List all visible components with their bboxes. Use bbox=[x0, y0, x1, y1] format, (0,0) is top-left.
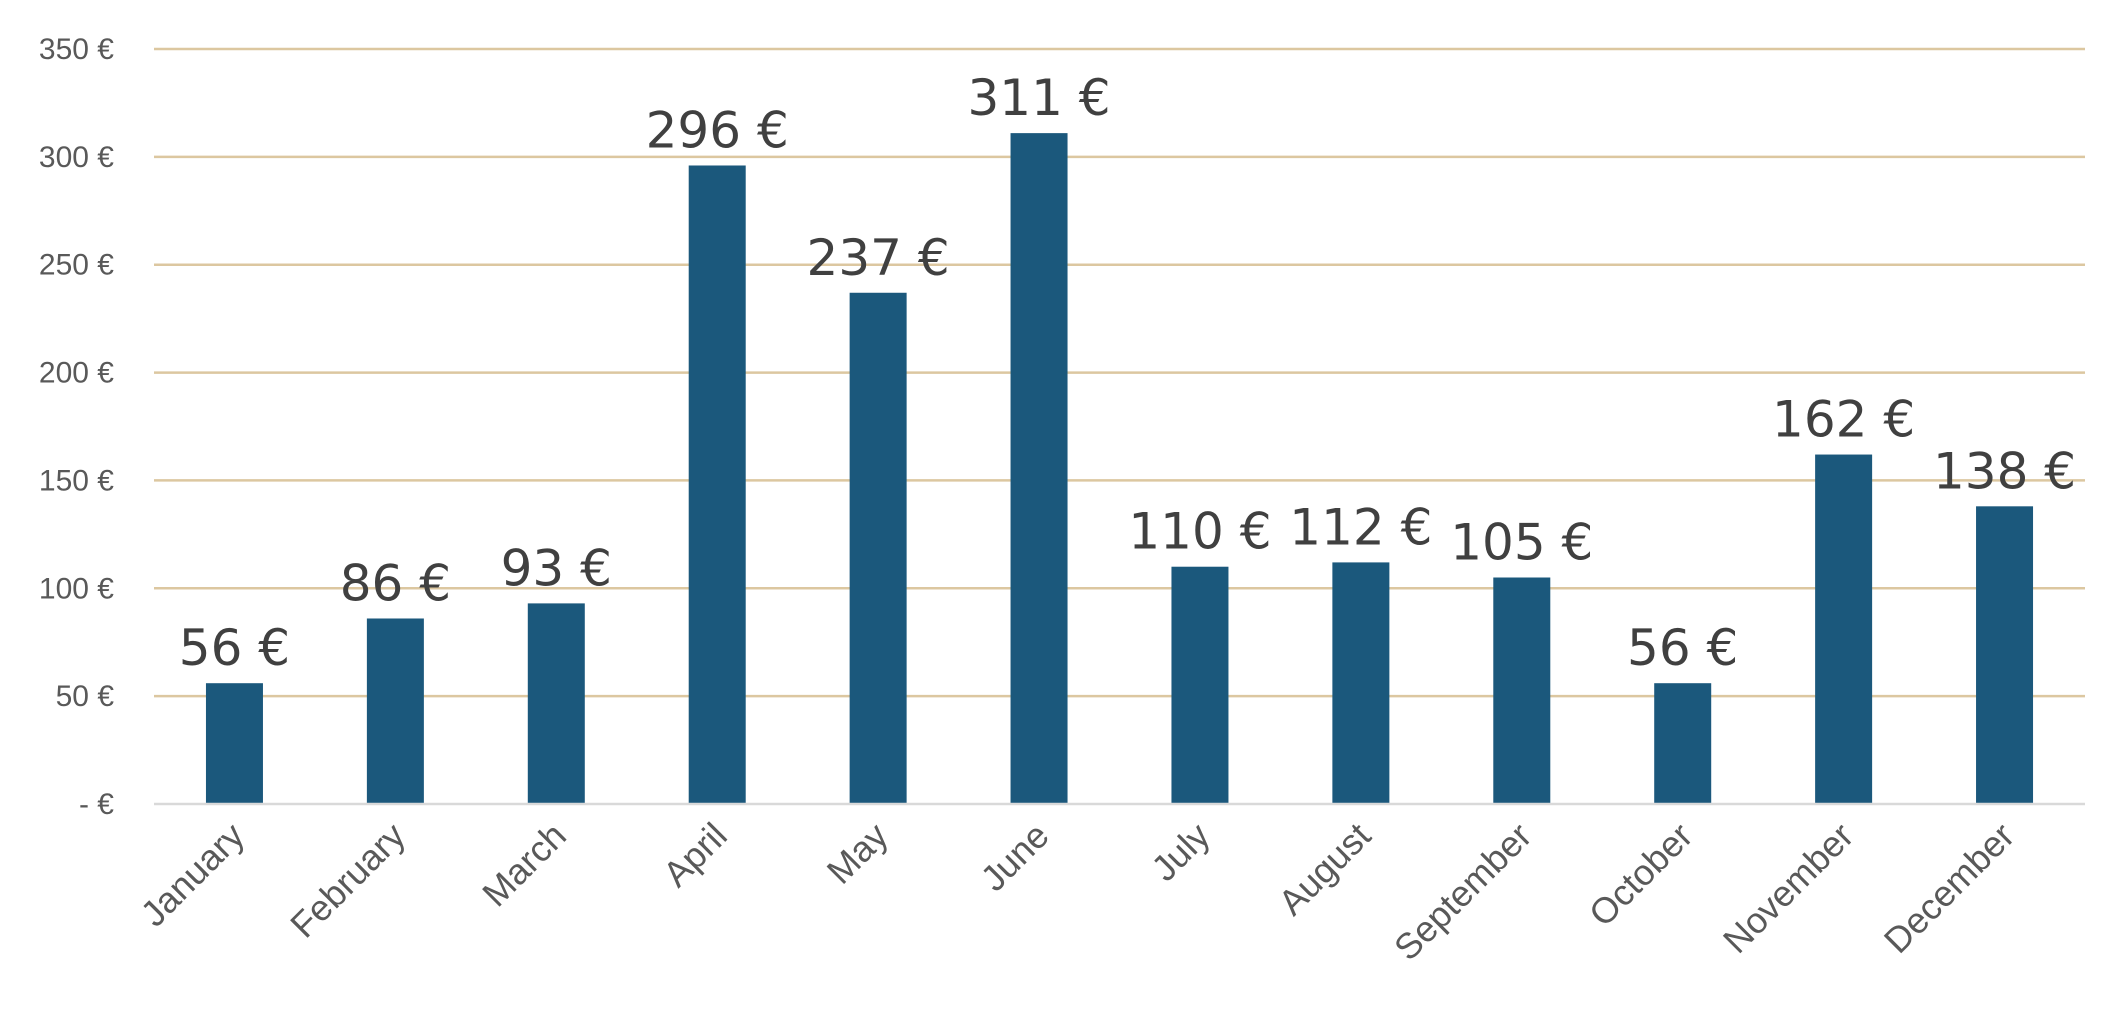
bar-may bbox=[849, 292, 907, 804]
x-axis-category-labels: January February March April May June July Augu… bbox=[133, 815, 2023, 969]
x-tick-label: November bbox=[1715, 815, 1861, 961]
bars bbox=[205, 133, 2034, 805]
data-label: 237 € bbox=[807, 229, 950, 287]
data-label: 296 € bbox=[646, 101, 789, 159]
bar-march bbox=[527, 603, 585, 804]
data-label: 56 € bbox=[1627, 619, 1738, 677]
x-tick-label: December bbox=[1876, 815, 2022, 961]
x-tick-label: June bbox=[972, 815, 1056, 899]
x-tick-label: September bbox=[1386, 815, 1540, 969]
data-label: 162 € bbox=[1772, 391, 1915, 449]
y-tick-label: - € bbox=[79, 788, 114, 821]
bar-january bbox=[205, 683, 263, 804]
data-label: 105 € bbox=[1450, 514, 1593, 572]
x-tick-label: April bbox=[655, 815, 735, 895]
gridlines bbox=[154, 47, 2085, 698]
y-tick-label: 100 € bbox=[39, 572, 114, 605]
data-label: 112 € bbox=[1289, 498, 1432, 556]
x-tick-label: August bbox=[1270, 815, 1378, 923]
y-tick-label: 250 € bbox=[39, 249, 114, 282]
bar-february bbox=[366, 618, 424, 804]
x-tick-label: October bbox=[1581, 815, 1701, 935]
x-tick-label: January bbox=[133, 815, 253, 935]
data-label: 138 € bbox=[1933, 442, 2076, 500]
y-tick-label: 50 € bbox=[56, 680, 115, 713]
y-tick-label: 300 € bbox=[39, 141, 114, 174]
bar-august bbox=[1332, 562, 1390, 804]
x-tick-label: March bbox=[474, 815, 574, 915]
y-tick-label: 200 € bbox=[39, 357, 114, 390]
data-label: 86 € bbox=[340, 554, 451, 612]
data-label: 311 € bbox=[967, 69, 1110, 127]
bar-november bbox=[1815, 454, 1873, 804]
data-label: 93 € bbox=[501, 539, 612, 597]
y-tick-label: 150 € bbox=[39, 464, 114, 497]
bar-september bbox=[1493, 577, 1551, 804]
bar-december bbox=[1976, 506, 2034, 804]
x-tick-label: May bbox=[819, 815, 896, 892]
y-tick-label: 350 € bbox=[39, 33, 114, 66]
bar-april bbox=[688, 165, 746, 804]
x-tick-label: February bbox=[282, 815, 413, 946]
y-axis-tick-labels: - € 50 € 100 € 150 € 200 € 250 € 300 € 350 € bbox=[39, 33, 114, 821]
data-label: 110 € bbox=[1128, 503, 1271, 561]
x-tick-label: July bbox=[1143, 815, 1217, 889]
data-labels: 56 € 86 € 93 € 296 € 237 € 311 € 110 € 112 € 105… bbox=[179, 69, 2076, 677]
bar-october bbox=[1654, 683, 1712, 804]
bar-june bbox=[1010, 133, 1068, 805]
data-label: 56 € bbox=[179, 619, 290, 677]
bar-july bbox=[1171, 566, 1229, 804]
